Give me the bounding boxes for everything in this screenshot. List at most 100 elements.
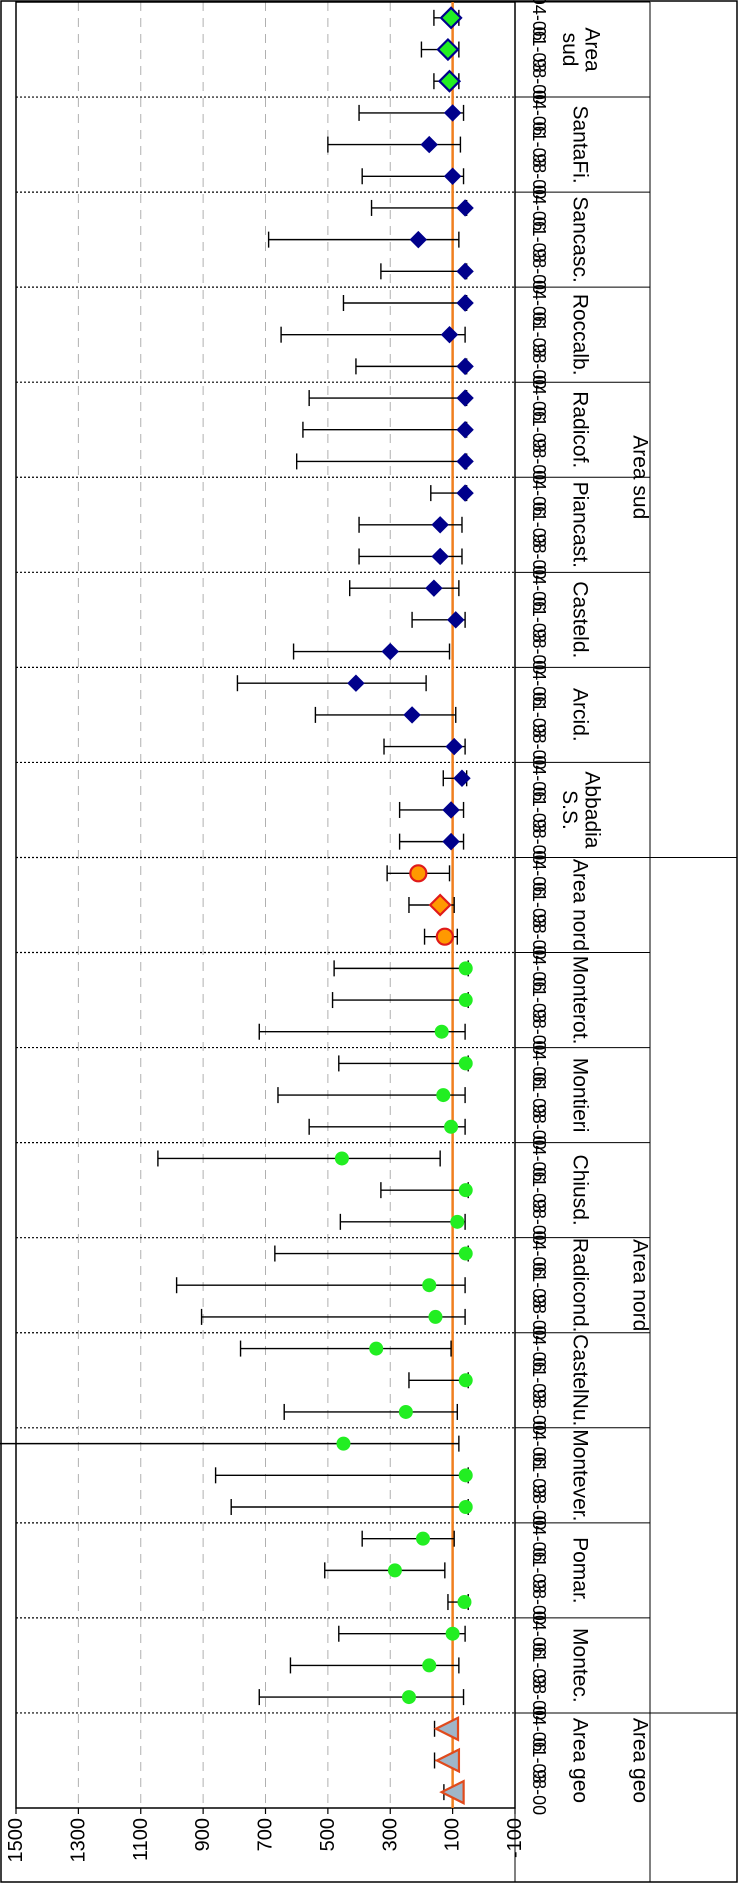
period-label-g8-98-00: 98-00 bbox=[529, 1009, 549, 1055]
group-label-12: Casteld. bbox=[569, 581, 592, 658]
period-label-g13-98-00: 98-00 bbox=[529, 533, 549, 579]
period-label-g5-98-00: 98-00 bbox=[529, 1294, 549, 1340]
period-label-g6-04-06: 04-06 bbox=[529, 1135, 549, 1181]
point-g10-01-03 bbox=[442, 801, 460, 819]
period-label-g1-04-06: 04-06 bbox=[529, 1611, 549, 1657]
point-g17-04-06 bbox=[443, 104, 462, 122]
point-g10-04-06 bbox=[453, 769, 471, 787]
period-label-g16-04-06: 04-06 bbox=[529, 185, 549, 231]
group-label-10: AbbadiaS.S. bbox=[558, 771, 603, 848]
group-label-18: Areasud bbox=[558, 27, 603, 72]
point-g12-04-06 bbox=[425, 579, 443, 597]
point-g4-04-06 bbox=[369, 1341, 384, 1356]
period-label-g15-04-06: 04-06 bbox=[529, 280, 549, 326]
tick-label-6: 300 bbox=[379, 1818, 401, 1851]
period-label-g17-01-03: 01-03 bbox=[529, 122, 549, 168]
point-g13-04-06 bbox=[456, 484, 474, 502]
point-g6-04-06 bbox=[334, 1151, 349, 1166]
period-label-g0-01-03: 01-03 bbox=[529, 1737, 549, 1783]
point-g13-01-03 bbox=[431, 516, 449, 534]
point-g2-04-06 bbox=[415, 1531, 430, 1546]
group-label-13: Piancast. bbox=[569, 482, 592, 568]
point-g7-04-06 bbox=[458, 1056, 473, 1071]
group-label-line-18-0: Area bbox=[580, 27, 603, 72]
group-label-3: Montever. bbox=[569, 1429, 592, 1521]
period-label-g9-01-03: 01-03 bbox=[529, 882, 549, 928]
period-label-g2-01-03: 01-03 bbox=[529, 1547, 549, 1593]
period-label-g7-04-06: 04-06 bbox=[529, 1040, 549, 1086]
point-g13-98-00 bbox=[431, 547, 449, 566]
period-label-g10-01-03: 01-03 bbox=[529, 787, 549, 833]
point-g16-01-03 bbox=[409, 230, 428, 249]
period-label-g4-04-06: 04-06 bbox=[529, 1326, 549, 1372]
period-label-g11-01-03: 01-03 bbox=[529, 692, 549, 738]
tick-label-5: 500 bbox=[317, 1818, 339, 1851]
group-label-15: Roccalb. bbox=[569, 294, 592, 376]
point-g4-98-00 bbox=[398, 1404, 413, 1419]
group-label-2: Pomar. bbox=[569, 1537, 592, 1604]
group-label-line-18-1: sud bbox=[558, 33, 581, 67]
group-label-8: Monterot. bbox=[569, 956, 592, 1045]
period-label-g4-01-03: 01-03 bbox=[529, 1357, 549, 1403]
point-g15-04-06 bbox=[456, 294, 474, 312]
period-label-g16-01-03: 01-03 bbox=[529, 217, 549, 263]
point-g3-04-06 bbox=[336, 1436, 351, 1451]
group-label-line-10-0: Abbadia bbox=[580, 771, 603, 848]
point-g8-04-06 bbox=[458, 961, 473, 976]
point-g16-04-06 bbox=[456, 199, 474, 217]
tick-label-3: 900 bbox=[192, 1818, 214, 1851]
period-label-g0-98-00: 98-00 bbox=[529, 1769, 549, 1815]
point-g17-01-03 bbox=[420, 135, 438, 154]
point-g17-98-00 bbox=[443, 167, 462, 185]
period-label-g5-01-03: 01-03 bbox=[529, 1262, 549, 1308]
period-label-g18-01-03: 01-03 bbox=[529, 27, 549, 73]
point-g14-04-06 bbox=[456, 389, 474, 407]
point-g5-04-06 bbox=[458, 1246, 473, 1261]
point-g2-98-00 bbox=[457, 1595, 472, 1610]
supergroup-label-1: Area nord bbox=[629, 1239, 652, 1331]
period-label-g14-98-00: 98-00 bbox=[529, 438, 549, 484]
point-g1-01-03 bbox=[422, 1658, 437, 1673]
group-label-14: Radicof. bbox=[569, 391, 592, 468]
period-label-g15-98-00: 98-00 bbox=[529, 343, 549, 389]
point-g5-98-00 bbox=[428, 1309, 443, 1324]
point-g11-98-00 bbox=[445, 737, 463, 756]
period-label-g2-98-00: 98-00 bbox=[529, 1579, 549, 1625]
point-g9-98-00 bbox=[435, 927, 454, 946]
tick-label-1: 1300 bbox=[67, 1818, 89, 1863]
period-label-g3-98-00: 98-00 bbox=[529, 1484, 549, 1530]
tick-label-4: 700 bbox=[255, 1818, 277, 1851]
point-g15-01-03 bbox=[440, 325, 459, 344]
group-label-4: CastelNu. bbox=[569, 1334, 592, 1426]
period-label-g7-98-00: 98-00 bbox=[529, 1104, 549, 1150]
point-g0-98-00 bbox=[439, 1779, 465, 1805]
point-g0-01-03 bbox=[434, 1747, 461, 1774]
point-g1-04-06 bbox=[445, 1626, 460, 1641]
period-label-g3-01-03: 01-03 bbox=[529, 1452, 549, 1498]
period-label-g16-98-00: 98-00 bbox=[529, 248, 549, 294]
point-g6-01-03 bbox=[458, 1183, 473, 1198]
group-label-16: Sancasc. bbox=[569, 196, 592, 282]
point-g7-98-00 bbox=[444, 1119, 459, 1134]
point-g3-01-03 bbox=[458, 1468, 473, 1483]
point-g8-01-03 bbox=[458, 993, 473, 1008]
period-label-g18-04-06: 04-06 bbox=[529, 0, 549, 41]
group-label-7: Montieri bbox=[569, 1058, 592, 1133]
point-g3-98-00 bbox=[458, 1500, 473, 1514]
period-label-g8-04-06: 04-06 bbox=[529, 945, 549, 991]
point-g14-01-03 bbox=[456, 421, 474, 439]
supergroup-label-0: Area geo bbox=[629, 1718, 652, 1803]
period-label-g14-01-03: 01-03 bbox=[529, 407, 549, 453]
group-label-11: Arcid. bbox=[569, 688, 592, 742]
point-g2-01-03 bbox=[387, 1563, 402, 1578]
period-label-g7-01-03: 01-03 bbox=[529, 1072, 549, 1118]
point-g15-98-00 bbox=[456, 357, 474, 376]
period-label-g1-01-03: 01-03 bbox=[529, 1642, 549, 1688]
period-label-g15-01-03: 01-03 bbox=[529, 312, 549, 358]
point-g10-98-00 bbox=[442, 832, 460, 851]
period-label-g11-98-00: 98-00 bbox=[529, 724, 549, 770]
group-label-17: SantaFi. bbox=[569, 105, 592, 183]
tick-label-7: 100 bbox=[442, 1818, 464, 1851]
